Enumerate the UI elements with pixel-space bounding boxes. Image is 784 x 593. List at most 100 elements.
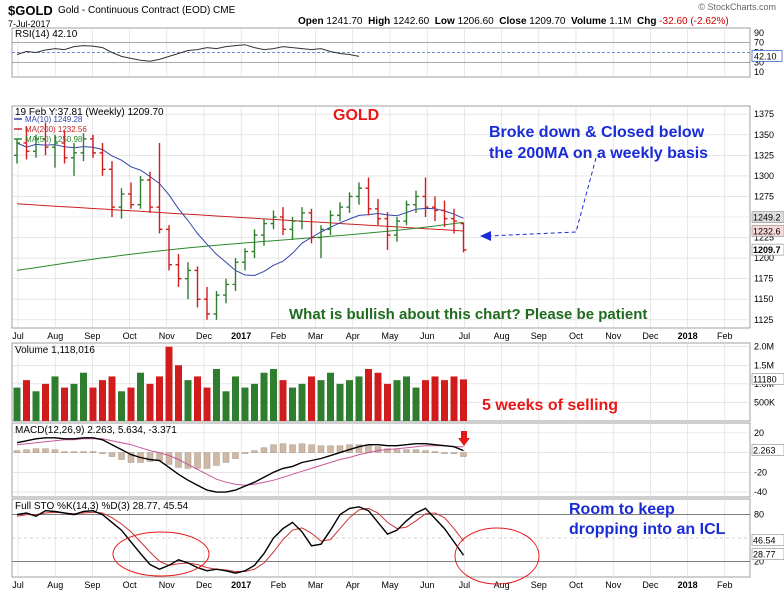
volume-bar [336, 383, 344, 421]
volume-bar [327, 372, 334, 421]
macd-histogram-bar [213, 452, 220, 466]
legend-label: MA(200) 1232.56 [25, 125, 87, 134]
annotation-bullish: What is bullish about this chart? Please… [289, 306, 648, 323]
price-tick-label: 1125 [754, 315, 773, 325]
macd-histogram-bar [80, 451, 87, 453]
macd-tick-label: -40 [754, 487, 767, 497]
rsi-value-label: 42.10 [754, 51, 777, 61]
x-tick-label: Nov [159, 580, 176, 590]
volume-bar [61, 387, 68, 421]
x-tick-label: Feb [271, 331, 287, 341]
x-tick-label: Oct [569, 580, 584, 590]
macd-histogram-bar [384, 448, 391, 453]
sto-value-tag [751, 534, 784, 547]
macd-histogram-bar [289, 444, 296, 453]
x-tick-label: Mar [308, 580, 324, 590]
macd-histogram-bar [279, 443, 287, 453]
sto-tick-label: 20 [754, 556, 764, 566]
price-tick-label: 1350 [754, 130, 774, 140]
macd-tick-label: 20 [754, 428, 764, 438]
macd-histogram-bar [393, 449, 401, 453]
x-tick-label: Aug [47, 580, 63, 590]
volume-bar [222, 391, 230, 421]
x-tick-label: Aug [494, 580, 510, 590]
macd-histogram-bar [42, 448, 49, 453]
volume-bar [99, 380, 106, 421]
x-tick-label: Sep [531, 331, 547, 341]
x-tick-label: Nov [605, 331, 622, 341]
x-tick-label: Apr [346, 580, 360, 590]
volume-tick-label: 2.0M [754, 342, 774, 352]
volume-bar [23, 380, 30, 421]
macd-histogram-bar [251, 450, 258, 453]
ma10-value-tag-label: 1249.2 [753, 213, 781, 223]
x-tick-label: Nov [605, 580, 622, 590]
annotation-200ma: the 200MA on a weekly basis [489, 145, 709, 162]
macd-histogram-bar [431, 451, 439, 453]
sto-value-label: 46.54 [753, 536, 776, 546]
rsi-tick-label: 10 [754, 67, 764, 77]
volume-bar [441, 380, 448, 421]
ma200-value-tag-label: 1232.6 [753, 226, 781, 236]
macd-histogram-bar [146, 452, 154, 462]
volume-value-tag [751, 373, 784, 385]
macd-histogram-bar [99, 452, 106, 454]
annotation-arrow-head [480, 231, 491, 241]
volume-bar [251, 383, 258, 421]
macd-histogram-bar [241, 452, 249, 454]
low-value: 1206.60 [457, 16, 494, 27]
macd-histogram-bar [108, 452, 116, 457]
macd-histogram-bar [13, 450, 21, 453]
volume-bar [450, 376, 458, 421]
macd-histogram-bar [308, 444, 315, 453]
x-tick-label: Jul [459, 331, 471, 341]
ma10-value-tag [751, 211, 784, 224]
macd-histogram-bar [460, 452, 467, 457]
x-tick-label: Dec [642, 331, 659, 341]
sto-title: Full STO %K(14,3) %D(3) 28.77, 45.54 [15, 501, 189, 512]
volume-bar [460, 379, 467, 421]
volume-bar [70, 383, 78, 421]
contract-subtitle: Gold - Continuous Contract (EOD) CME [58, 5, 236, 16]
x-tick-label: 2017 [231, 580, 251, 590]
rsi-tick-label: 70 [754, 38, 764, 48]
volume-bar [317, 380, 325, 421]
price-tick-label: 1325 [754, 150, 774, 160]
volume-value-label: 11180 [753, 374, 777, 384]
volume-bar [51, 376, 59, 421]
volume-bar [384, 383, 391, 421]
volume-bar [13, 387, 21, 421]
macd-line [16, 437, 464, 493]
volume-bar [365, 369, 372, 421]
panel-frame-macd [11, 422, 751, 498]
macd-histogram-bar [32, 448, 40, 453]
x-tick-label: Sep [84, 331, 100, 341]
rsi-tick-label: 30 [754, 57, 764, 67]
volume-bar [412, 387, 420, 421]
volume-bar [241, 387, 249, 421]
annotation-arrow-line [487, 157, 597, 237]
volume-bar [175, 365, 182, 421]
x-tick-label: Aug [47, 331, 63, 341]
price-tick-label: 1300 [754, 171, 774, 181]
macd-histogram-bar [441, 452, 448, 454]
x-tick-label: Sep [84, 580, 100, 590]
volume-bar [355, 376, 363, 421]
macd-histogram-bar [194, 452, 201, 469]
volume-bar [213, 369, 220, 421]
chart-date: 7-Jul-2017 [8, 19, 51, 29]
annotation-room: Room to keep [569, 501, 675, 518]
x-tick-label: Oct [569, 331, 584, 341]
macd-histogram-bar [51, 449, 59, 453]
volume-title: Volume 1,118,016 [15, 345, 95, 356]
macd-value-tag [751, 444, 784, 456]
rsi-title: RSI(14) 42.10 [15, 29, 78, 40]
volume-bar [32, 391, 40, 421]
macd-histogram-bar [327, 445, 334, 453]
x-tick-label: Dec [642, 580, 659, 590]
annotation-icl: dropping into an ICL [569, 521, 726, 538]
macd-histogram-bar [118, 452, 125, 460]
macd-down-arrow-head [458, 438, 470, 446]
ma200-value-tag [751, 224, 784, 237]
volume-bar [80, 372, 87, 421]
